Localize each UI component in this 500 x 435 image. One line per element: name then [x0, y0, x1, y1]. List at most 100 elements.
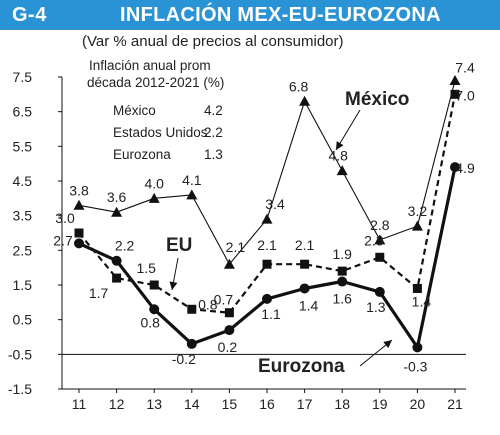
data-labels: 3.8 3.6 4.0 4.1 2.1 3.4 6.8 4.8 2.8 3.2 7.4 3.0 1.7 1…: [53, 59, 475, 374]
y-tick-label: 6.5: [13, 104, 33, 120]
square-marker: [300, 259, 310, 269]
note-heading-line1: Inflación anual prom: [89, 58, 211, 73]
triangle-marker: [261, 213, 273, 224]
y-tick-label: -1.5: [8, 381, 32, 397]
figure-header: G-4 INFLACIÓN MEX-EU-EUROZONA: [0, 0, 500, 30]
data-label: 4.8: [328, 148, 348, 164]
circle-marker: [186, 338, 197, 349]
note-row-value: 2.2: [204, 125, 223, 140]
series-callouts: México EU Eurozona: [166, 89, 409, 377]
y-tick-label: 3.5: [13, 208, 33, 224]
note-heading-line2: década 2012-2021 (%): [87, 75, 224, 90]
data-label: 7.4: [455, 59, 475, 75]
data-label: 3.8: [69, 182, 89, 198]
circle-marker: [262, 293, 272, 304]
series-callout-label: México: [345, 89, 409, 110]
circle-marker: [337, 276, 348, 287]
x-tick-label: 21: [447, 396, 463, 412]
y-tick-label: 1.5: [13, 277, 33, 293]
y-tick-label: 5.5: [13, 138, 33, 154]
data-label: 4.1: [182, 172, 202, 188]
arrowhead-icon: [169, 281, 178, 290]
square-marker: [412, 283, 422, 293]
triangle-marker: [73, 199, 85, 210]
arrowhead-icon: [336, 141, 344, 150]
triangle-marker: [336, 165, 348, 176]
data-label: 3.6: [107, 189, 127, 205]
data-label: 4.9: [455, 160, 475, 176]
y-tick-label: 4.5: [13, 173, 33, 189]
x-tick-label: 18: [334, 396, 350, 412]
x-tick-label: 12: [109, 396, 125, 412]
square-marker: [450, 89, 460, 99]
data-label: 2.1: [257, 237, 277, 253]
circle-marker: [224, 325, 235, 336]
triangle-marker: [411, 220, 423, 231]
triangle-marker: [186, 189, 198, 200]
data-label: 2.1: [295, 237, 315, 253]
data-label: 2.8: [370, 217, 390, 233]
y-tick-label: 7.5: [13, 69, 33, 85]
data-label: 2.7: [53, 232, 73, 248]
data-label: 1.5: [136, 260, 156, 276]
data-label: 2.3: [364, 232, 384, 248]
triangle-marker: [111, 206, 123, 217]
y-tick-label: -0.5: [8, 346, 32, 362]
chart-series: [73, 74, 461, 353]
x-tick-label: 15: [222, 396, 238, 412]
data-label: 1.1: [261, 306, 281, 322]
arrowhead-icon: [383, 340, 392, 349]
triangle-marker: [449, 74, 461, 85]
data-label: -0.2: [172, 351, 196, 367]
note-row-label: México: [113, 103, 156, 118]
data-label: 0.8: [198, 296, 218, 312]
x-tick-label: 19: [372, 396, 388, 412]
y-tick-label: 0.5: [13, 312, 33, 328]
data-label: 1.4: [299, 297, 319, 313]
data-label: 3.4: [265, 196, 285, 212]
data-label: 4.0: [144, 175, 164, 191]
chart-title: INFLACIÓN MEX-EU-EUROZONA: [120, 4, 441, 26]
note-row-value: 1.3: [204, 147, 223, 162]
y-tick-label: 2.5: [13, 242, 33, 258]
data-label: 2.2: [115, 238, 135, 254]
data-label: 7.0: [455, 87, 475, 103]
note-row-label: Estados Unidos: [113, 125, 208, 140]
circle-marker: [74, 238, 84, 249]
x-tick-label: 20: [410, 396, 426, 412]
triangle-marker: [148, 192, 160, 203]
data-label: 2.1: [226, 239, 246, 255]
circle-marker: [374, 286, 385, 297]
note-row-value: 4.2: [204, 103, 223, 118]
data-label: 0.2: [218, 339, 238, 355]
data-label: 1.9: [332, 246, 352, 262]
data-label: 0.8: [140, 314, 160, 330]
data-label: 6.8: [289, 78, 309, 94]
square-marker: [337, 266, 347, 276]
data-label: 1.6: [332, 291, 352, 307]
data-label: 1.3: [366, 299, 386, 315]
square-marker: [112, 273, 122, 283]
data-label: 1.7: [89, 285, 109, 301]
data-label: 3.0: [55, 210, 75, 226]
square-marker: [74, 228, 84, 238]
square-marker: [224, 308, 234, 318]
circle-marker: [111, 255, 122, 266]
square-marker: [375, 252, 385, 262]
square-marker: [262, 259, 272, 269]
x-tick-label: 16: [259, 396, 275, 412]
circle-marker: [149, 304, 160, 315]
square-marker: [187, 304, 197, 314]
triangle-marker: [374, 234, 386, 245]
series-callout-label: Eurozona: [258, 356, 345, 377]
data-label: 0.7: [214, 292, 234, 308]
x-tick-label: 11: [72, 396, 87, 412]
circle-marker: [299, 283, 310, 294]
circle-marker: [450, 162, 460, 173]
data-label: -0.3: [403, 358, 427, 374]
x-tick-label: 14: [184, 396, 200, 412]
chart-axes: 7.5 6.5 5.5 4.5 3.5 2.5 1.5 0.5 -0.5 -1.5 11 12 13 14…: [8, 69, 466, 412]
figure-number: G-4: [12, 4, 47, 26]
